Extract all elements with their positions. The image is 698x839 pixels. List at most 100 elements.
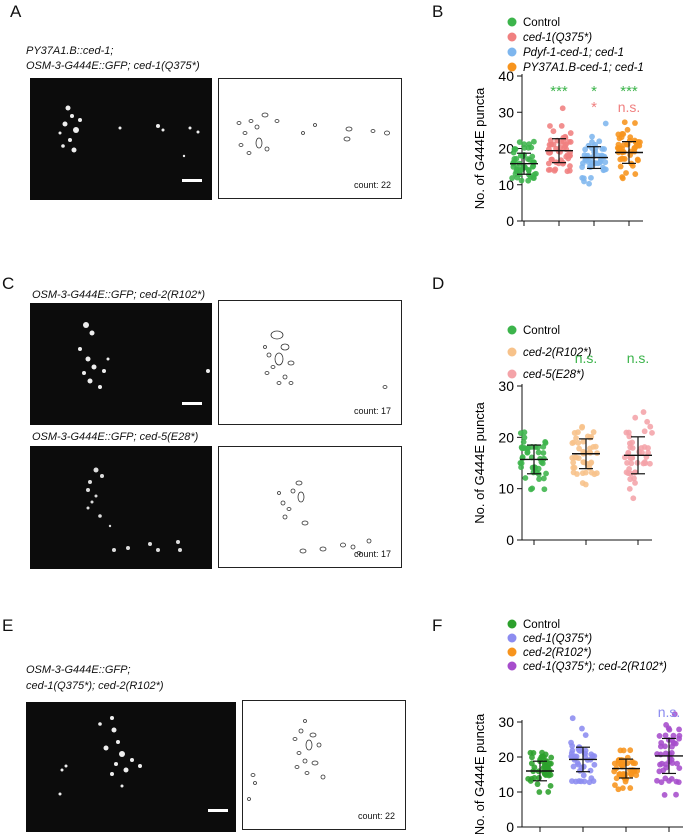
data-point xyxy=(519,455,526,462)
panel-label-d: D xyxy=(432,274,445,293)
data-point xyxy=(582,469,589,476)
data-point xyxy=(566,167,573,174)
data-point xyxy=(549,156,555,163)
panel-c-top-outline-drawing xyxy=(263,330,388,389)
data-point xyxy=(632,414,639,421)
data-point xyxy=(586,779,593,786)
data-point xyxy=(514,164,521,171)
data-point xyxy=(569,440,576,446)
data-point xyxy=(617,747,624,754)
legend-label: ced-5(E28*) xyxy=(523,369,585,381)
y-tick-label: 30 xyxy=(498,378,514,394)
chart-d-container: 0 10 20 30 No. of G444E puncta Control ced-2(R… xyxy=(450,316,698,552)
chart-d-y-label: No. of G444E puncta xyxy=(472,402,487,524)
y-tick-label: 30 xyxy=(498,104,514,120)
data-point xyxy=(576,778,582,784)
legend-marker xyxy=(507,325,517,335)
panel-a-fluorescence-image xyxy=(30,78,212,200)
legend-label: ced-2(R102*) xyxy=(523,347,592,359)
data-point xyxy=(627,470,634,477)
panel-label-f: F xyxy=(432,616,443,635)
data-point xyxy=(527,749,534,756)
data-point xyxy=(602,159,609,166)
y-tick-label: 40 xyxy=(498,68,514,84)
data-point xyxy=(541,486,548,493)
panel-a-caption-line1: PY37A1.B::ced-1; xyxy=(26,45,114,57)
data-point xyxy=(587,434,594,441)
panel-c-top-fluorescence-image xyxy=(30,303,212,425)
data-point xyxy=(661,792,668,798)
y-tick-label: 20 xyxy=(498,749,514,765)
chart-b-y-label: No. of G444E puncta xyxy=(472,87,487,209)
y-tick-label: 0 xyxy=(506,532,514,548)
y-tick-label: 10 xyxy=(498,177,514,193)
data-point xyxy=(540,475,547,482)
data-point xyxy=(641,428,648,435)
data-point xyxy=(588,751,595,758)
data-point xyxy=(525,775,532,782)
data-point xyxy=(673,791,679,798)
data-point xyxy=(581,778,588,785)
data-point xyxy=(658,760,665,767)
data-point xyxy=(658,779,665,786)
data-point xyxy=(569,743,576,749)
legend-marker xyxy=(507,647,517,657)
data-point xyxy=(665,725,672,732)
data-point xyxy=(621,156,628,162)
data-point xyxy=(638,445,645,451)
data-point xyxy=(542,439,549,445)
legend-label: ced-1(Q375*) xyxy=(523,32,592,44)
data-point xyxy=(567,163,573,169)
data-point xyxy=(531,138,537,145)
data-point xyxy=(529,754,535,761)
significance-label: * xyxy=(591,99,597,116)
data-point xyxy=(560,134,567,141)
data-point xyxy=(676,765,683,771)
data-point xyxy=(627,747,634,754)
data-point xyxy=(550,128,557,135)
legend-marker xyxy=(507,32,517,42)
data-point xyxy=(516,139,523,146)
data-point xyxy=(587,460,594,467)
data-point xyxy=(520,153,526,160)
data-point xyxy=(590,429,597,435)
data-point xyxy=(590,443,597,450)
data-point xyxy=(629,439,636,446)
data-point xyxy=(640,460,647,467)
data-point xyxy=(671,711,678,718)
data-point xyxy=(567,130,574,136)
data-point xyxy=(580,438,587,445)
chart-f-container: 0 10 20 30 No. of G444E puncta Control ced-1(Q… xyxy=(450,614,698,835)
data-point xyxy=(676,732,683,739)
data-point xyxy=(624,459,630,466)
panel-c-top-puncta-outline: count: 17 xyxy=(218,300,402,425)
data-point xyxy=(662,775,669,782)
data-point xyxy=(673,778,680,785)
chart-b: 0 10 20 30 40 No. of G444E puncta Control ced-1… xyxy=(472,17,644,229)
legend-marker xyxy=(507,62,517,72)
data-point xyxy=(525,445,532,452)
data-point xyxy=(551,167,558,174)
data-point xyxy=(586,180,592,187)
panel-e-puncta-outline: count: 22 xyxy=(242,700,406,830)
panel-a-outline-drawing xyxy=(236,112,390,155)
data-point xyxy=(544,764,551,771)
data-point xyxy=(632,479,638,486)
y-tick-label: 20 xyxy=(498,141,514,157)
data-point xyxy=(634,768,641,774)
data-point xyxy=(524,449,531,456)
data-point xyxy=(521,429,528,436)
data-point xyxy=(632,171,639,177)
data-point xyxy=(540,450,547,456)
panel-c-caption-bottom: OSM-3-G444E::GFP; ced-5(E28*) xyxy=(32,431,199,443)
data-point xyxy=(674,760,681,767)
data-point xyxy=(662,732,669,739)
data-point xyxy=(662,743,668,750)
data-point xyxy=(589,139,595,146)
data-point xyxy=(640,409,647,415)
data-point xyxy=(550,141,557,148)
panel-e-outline-drawing xyxy=(247,719,326,801)
legend-marker xyxy=(507,661,517,671)
panel-e-puncta xyxy=(58,716,142,796)
data-point xyxy=(618,761,625,768)
